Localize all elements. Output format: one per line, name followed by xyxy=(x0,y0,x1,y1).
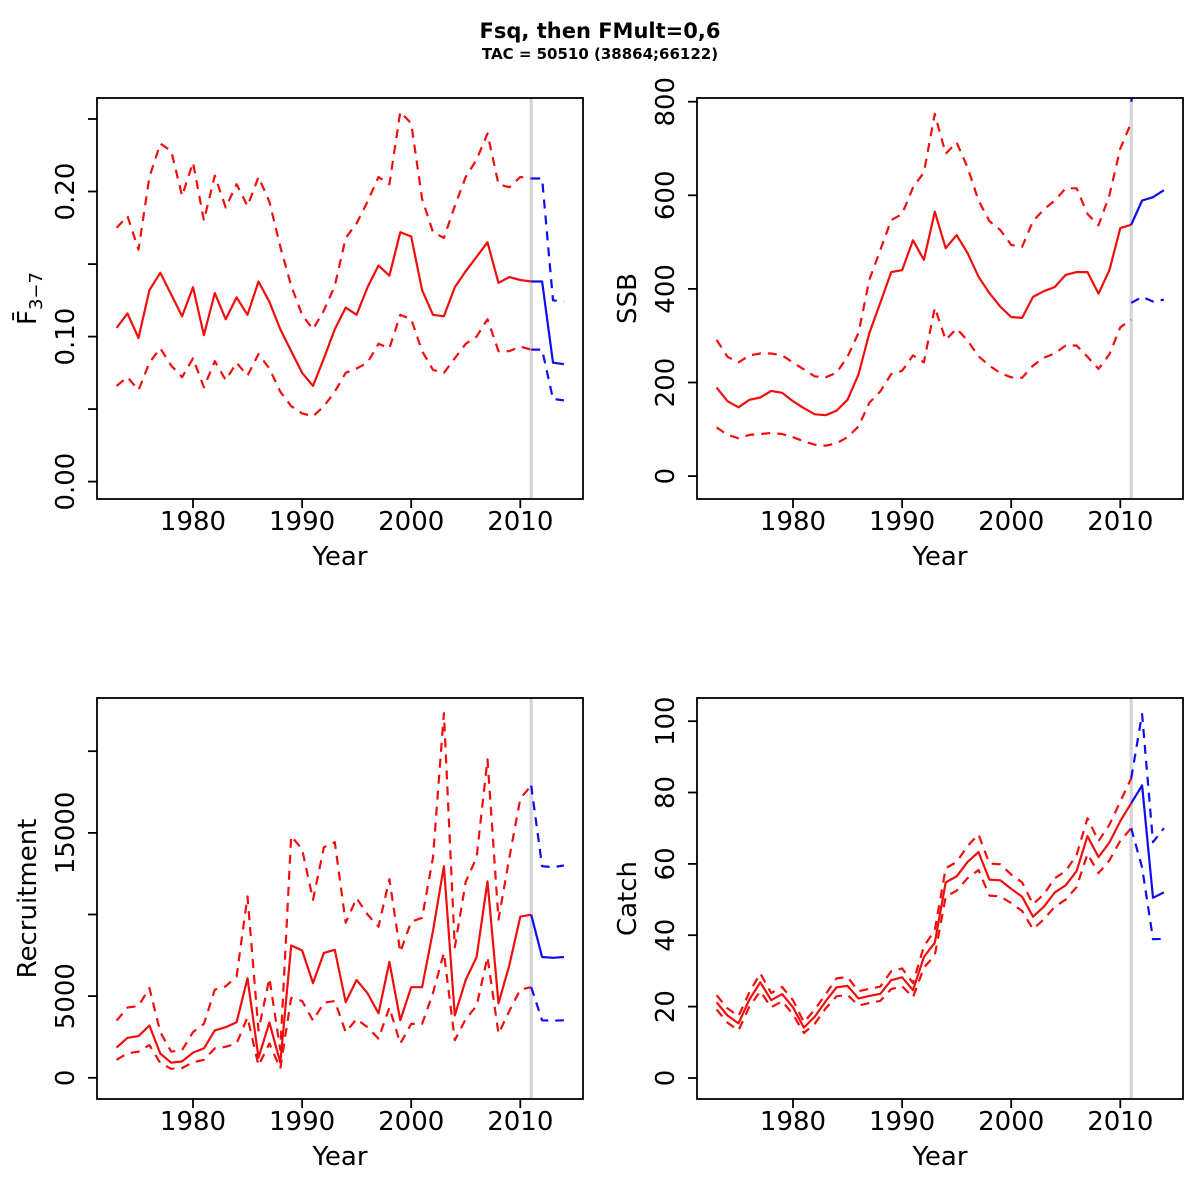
recruitment-x-tick-label: 1980 xyxy=(160,1107,226,1137)
recruitment-x-tick-label: 2010 xyxy=(487,1107,553,1137)
catch-forecast-lower-line xyxy=(1130,827,1164,941)
ssb-forecast-lower-line xyxy=(1130,295,1165,304)
ssb-forecast-upper-line xyxy=(1130,98,1134,102)
ssb-y-axis: 0 200 400 600 800 SSB xyxy=(613,77,697,484)
ssb-y-tick-label: 400 xyxy=(651,264,681,314)
ssb-history-median-line xyxy=(715,210,1132,417)
ssb-history-lower-line xyxy=(715,306,1132,447)
fbar-y-axis: 0.00 0.10 0.20 F̄3−7 xyxy=(11,118,97,511)
recruitment-x-tick-label: 1990 xyxy=(269,1107,335,1137)
recruitment-y-tick-label: 5000 xyxy=(51,963,81,1029)
fbar-y-tick-label: 0.20 xyxy=(51,163,81,221)
fbar-x-axis-title: Year xyxy=(311,542,367,572)
ssb-x-axis: 1980 1990 2000 2010 Year xyxy=(760,499,1153,572)
recruitment-plot-box xyxy=(96,697,584,1100)
catch-x-tick-label: 1990 xyxy=(869,1107,935,1137)
catch-y-axis: 0 20 40 60 80 100 Catch xyxy=(613,696,697,1086)
ssb-forecast-median-line xyxy=(1130,189,1165,226)
fbar-forecast-median-line xyxy=(531,280,565,366)
ssb-x-tick-label: 1990 xyxy=(869,507,935,537)
catch-y-axis-title: Catch xyxy=(613,861,643,936)
recruitment-forecast-median-line xyxy=(530,914,564,959)
fbar-y-tick-label: 0.10 xyxy=(51,308,81,366)
recruitment-plot: 1980 1990 2000 2010 Year 0 5000 15000 Recruitmen… xyxy=(13,697,584,1172)
catch-x-tick-label: 2000 xyxy=(978,1107,1044,1137)
ssb-x-tick-label: 2010 xyxy=(1087,507,1153,537)
fbar-forecast-lower-line xyxy=(531,348,565,402)
fbar-x-axis: 1980 1990 2000 2010 Year xyxy=(160,499,553,572)
recruitment-forecast-upper-line xyxy=(530,785,565,869)
recruitment-y-axis: 0 5000 15000 Recruitment xyxy=(13,750,97,1087)
plot-subtitle: TAC = 50510 (38864;66122) xyxy=(481,45,719,64)
catch-x-axis-title: Year xyxy=(911,1142,967,1172)
catch-y-tick-label: 100 xyxy=(651,696,681,746)
ssb-y-tick-label: 200 xyxy=(651,358,681,408)
fbar-forecast-upper-line xyxy=(531,177,565,303)
recruitment-x-axis: 1980 1990 2000 2010 Year xyxy=(160,1099,553,1172)
catch-y-tick-label: 40 xyxy=(651,919,681,952)
ssb-history-upper-line xyxy=(715,112,1133,379)
fbar-y-tick-label: 0.00 xyxy=(51,453,81,511)
recruitment-y-axis-title: Recruitment xyxy=(13,819,43,979)
catch-series-group xyxy=(715,712,1165,1035)
ssb-x-tick-label: 1980 xyxy=(760,507,826,537)
ssb-plot-box xyxy=(696,97,1184,500)
fbar-x-tick-label: 1990 xyxy=(269,507,335,537)
catch-plot-box xyxy=(696,697,1184,1100)
catch-x-tick-label: 1980 xyxy=(760,1107,826,1137)
catch-y-tick-label: 0 xyxy=(651,1070,681,1087)
catch-x-tick-label: 2010 xyxy=(1087,1107,1153,1137)
recruitment-y-tick-label: 0 xyxy=(51,1070,81,1087)
catch-y-tick-label: 60 xyxy=(651,847,681,880)
plot-header: Fsq, then FMult=0,6 TAC = 50510 (38864;6… xyxy=(0,0,1200,63)
catch-forecast-median-line xyxy=(1130,784,1165,899)
fbar-history-median-line xyxy=(115,231,532,387)
fbar-history-lower-line xyxy=(115,313,532,418)
catch-y-tick-label: 20 xyxy=(651,990,681,1023)
catch-y-tick-label: 80 xyxy=(651,776,681,809)
recruitment-x-axis-title: Year xyxy=(311,1142,367,1172)
fbar-x-tick-label: 1980 xyxy=(160,507,226,537)
catch-history-median-line xyxy=(715,802,1133,1029)
plot-grid: 1980 1990 2000 2010 Year 0.00 0.10 0.20 F̄3−7 19… xyxy=(0,40,1200,1200)
recruitment-y-tick-label: 15000 xyxy=(51,792,81,875)
recruitment-series-group xyxy=(115,712,565,1070)
ssb-y-tick-label: 800 xyxy=(651,77,681,127)
plot-title: Fsq, then FMult=0,6 xyxy=(479,19,721,43)
ssb-y-axis-title: SSB xyxy=(613,273,643,324)
catch-history-upper-line xyxy=(715,777,1133,1024)
catch-x-axis: 1980 1990 2000 2010 Year xyxy=(760,1099,1153,1172)
fbar-y-axis-title: F̄3−7 xyxy=(11,272,47,325)
ssb-plot: 1980 1990 2000 2010 Year 0 200 400 600 800 SSB xyxy=(613,77,1184,572)
ssb-y-tick-label: 0 xyxy=(651,468,681,485)
fbar-plot: 1980 1990 2000 2010 Year 0.00 0.10 0.20 F̄3−7 xyxy=(11,97,584,572)
recruitment-x-tick-label: 2000 xyxy=(378,1107,444,1137)
fbar-series-group xyxy=(115,110,565,418)
fbar-x-tick-label: 2010 xyxy=(487,507,553,537)
recruitment-forecast-lower-line xyxy=(530,986,564,1022)
ssb-y-tick-label: 600 xyxy=(651,170,681,220)
ssb-x-axis-title: Year xyxy=(911,542,967,572)
recruitment-history-upper-line xyxy=(115,712,533,1053)
recruitment-history-median-line xyxy=(115,865,532,1064)
ssb-x-tick-label: 2000 xyxy=(978,507,1044,537)
recruitment-history-lower-line xyxy=(116,951,532,1070)
catch-plot: 1980 1990 2000 2010 Year 0 20 40 60 80 100 Catch xyxy=(613,696,1184,1172)
fbar-x-tick-label: 2000 xyxy=(378,507,444,537)
ssb-series-group xyxy=(715,98,1165,447)
fbar-history-upper-line xyxy=(115,110,532,331)
catch-forecast-upper-line xyxy=(1130,712,1165,844)
catch-history-lower-line xyxy=(715,827,1133,1035)
fbar-plot-box xyxy=(96,97,584,500)
